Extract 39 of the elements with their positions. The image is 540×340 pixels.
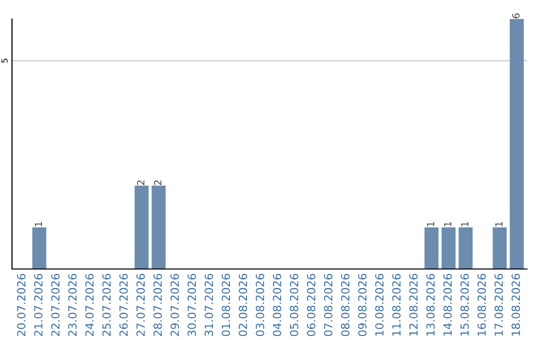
x-tick-label: 25.07.2026 — [102, 274, 111, 336]
x-tick-label: 07.08.2026 — [324, 274, 332, 336]
x-tick-label: 16.08.2026 — [477, 274, 486, 336]
x-tick-label: 27.07.2026 — [136, 274, 145, 336]
y-tick-label: 5 — [1, 58, 8, 63]
x-tick-label: 18.08.2026 — [512, 274, 520, 336]
data-label: 1 — [444, 222, 452, 226]
x-tick-label: 24.07.2026 — [85, 274, 94, 336]
data-label: 1 — [427, 222, 434, 226]
data-label: 2 — [137, 180, 144, 185]
x-tick-label: 09.08.2026 — [358, 274, 367, 336]
x-tick-label: 06.08.2026 — [306, 274, 316, 336]
x-tick-label: 21.07.2026 — [34, 274, 43, 336]
x-tick-label: 28.07.2026 — [153, 274, 162, 336]
x-tick-label: 01.08.2026 — [222, 274, 230, 336]
x-tick-label: 13.08.2026 — [426, 274, 435, 336]
x-tick-label: 23.07.2026 — [68, 274, 77, 336]
x-tick-label: 30.07.2026 — [188, 274, 196, 336]
x-tick-label: 05.08.2026 — [290, 274, 298, 336]
data-label: 1 — [495, 222, 502, 226]
x-tick-label: 03.08.2026 — [256, 274, 264, 336]
x-tick-label: 17.08.2026 — [494, 274, 503, 336]
x-tick-label: 11.08.2026 — [392, 274, 401, 336]
data-label: 6 — [512, 13, 520, 18]
x-tick-label: 31.07.2026 — [204, 274, 214, 336]
x-tick-label: 20.07.2026 — [17, 274, 26, 336]
x-tick-label: 29.07.2026 — [170, 274, 179, 336]
x-tick-label: 22.07.2026 — [51, 274, 60, 336]
x-tick-label: 04.08.2026 — [272, 274, 282, 336]
x-tick-label: 02.08.2026 — [238, 274, 248, 336]
x-tick-label: 14.08.2026 — [443, 274, 452, 336]
data-label: 2 — [154, 180, 162, 185]
x-tick-label: 10.08.2026 — [375, 274, 384, 336]
data-label: 1 — [461, 222, 468, 226]
x-tick-label: 15.08.2026 — [460, 274, 469, 336]
data-label: 1 — [34, 222, 42, 226]
x-tick-label: 08.08.2026 — [341, 274, 350, 336]
x-tick-label: 26.07.2026 — [119, 274, 128, 336]
x-tick-label: 12.08.2026 — [409, 274, 418, 336]
